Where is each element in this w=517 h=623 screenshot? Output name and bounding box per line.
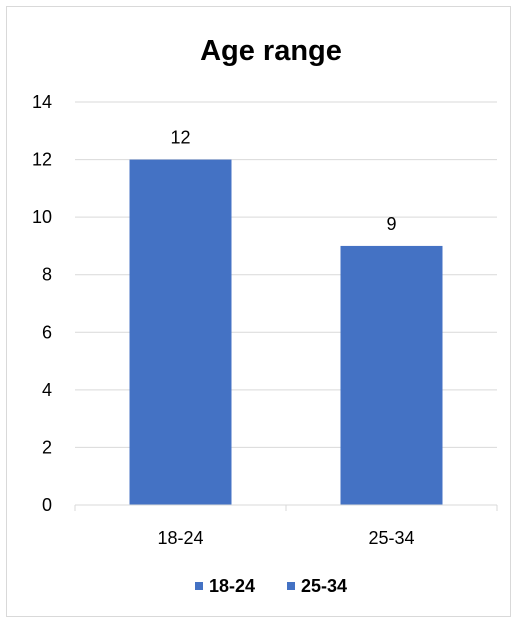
data-label: 9 [386,214,396,234]
bar-25-34 [340,245,443,505]
legend-label: 25-34 [301,576,347,596]
legend: 18-24 25-34 [195,576,347,596]
y-tick-label: 10 [32,207,52,227]
y-tick-label: 14 [32,92,52,112]
legend-label: 18-24 [209,576,255,596]
bars [129,159,443,506]
legend-swatch [195,582,203,590]
y-axis-tick-labels: 0 2 4 6 8 10 12 14 [32,92,52,515]
y-tick-label: 4 [42,380,52,400]
y-tick-label: 8 [42,265,52,285]
chart-title: Age range [200,35,342,67]
legend-swatch [287,582,295,590]
y-tick-label: 6 [42,322,52,342]
x-tick-label: 25-34 [368,528,414,548]
data-label: 12 [170,128,190,148]
y-tick-label: 0 [42,495,52,515]
x-axis: 18-24 25-34 [74,504,498,548]
y-tick-label: 12 [32,150,52,170]
bar-18-24 [129,159,232,506]
data-labels: 12 9 [170,128,396,234]
x-tick-label: 18-24 [157,528,203,548]
y-tick-label: 2 [42,437,52,457]
